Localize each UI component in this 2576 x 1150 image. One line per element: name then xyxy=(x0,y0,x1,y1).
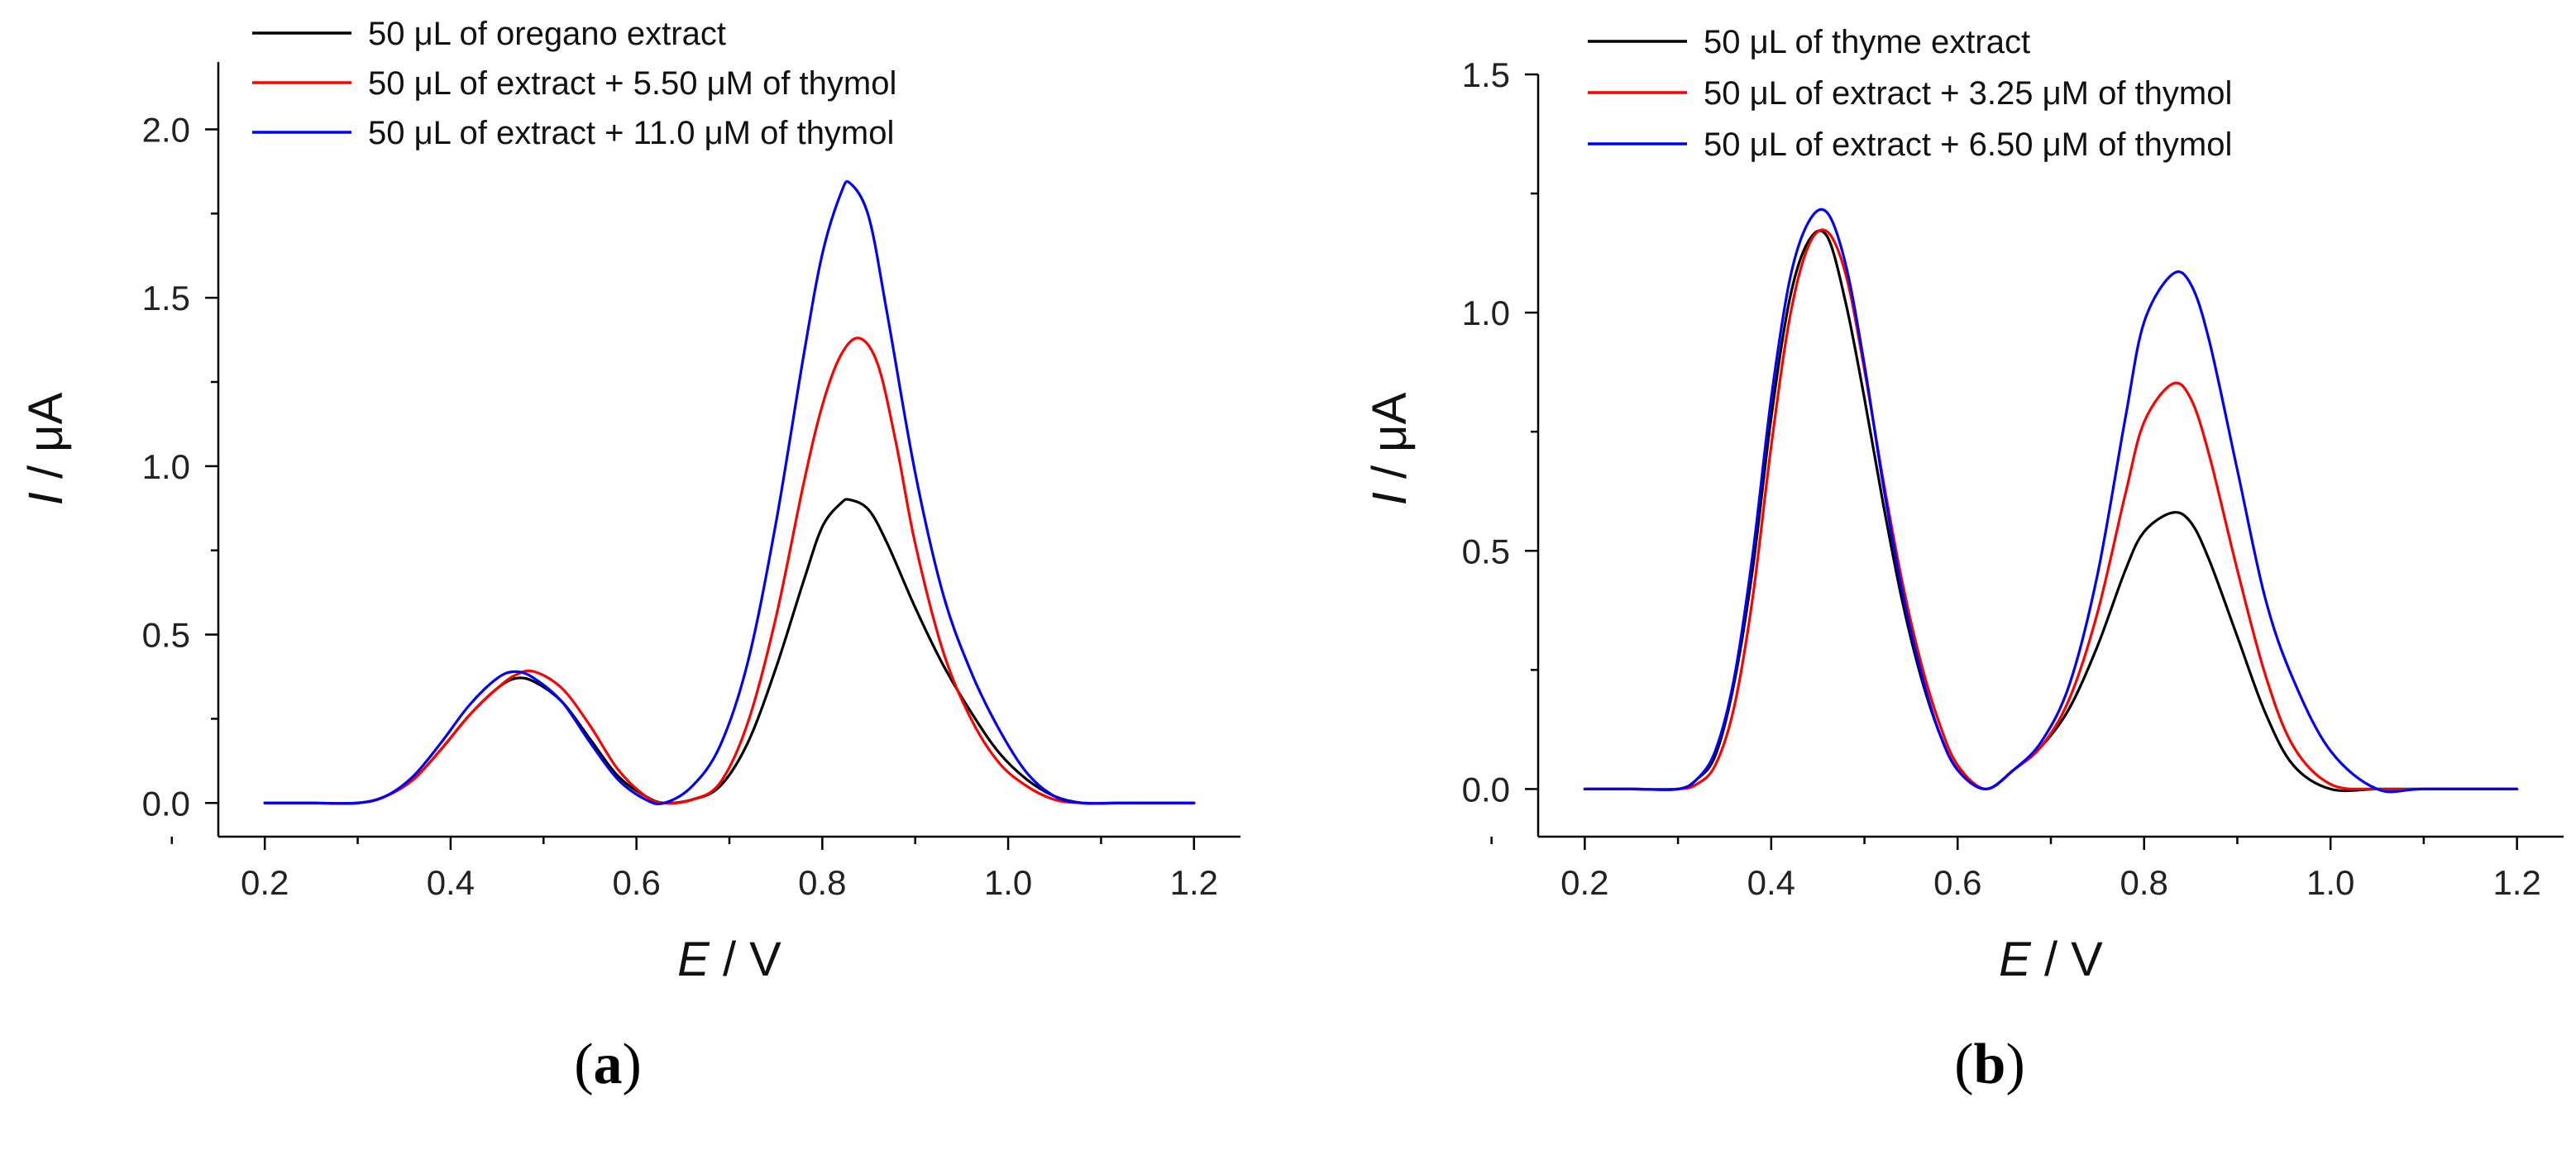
x-tick-label: 1.2 xyxy=(2492,863,2540,902)
series-line-a-2 xyxy=(263,336,1196,805)
y-axis-label-variable: I xyxy=(19,492,73,505)
x-axis-label-unit: / V xyxy=(710,933,781,986)
x-axis-label-variable: E xyxy=(1999,933,2032,986)
panel-label-letter: a xyxy=(594,1033,623,1096)
x-axis-label: E / V xyxy=(1999,933,2103,986)
legend-label-a-3: 50 μL of extract + 11.0 μM of thymol xyxy=(368,115,894,151)
series-line-a-1 xyxy=(263,498,1196,805)
series-line-a-3 xyxy=(263,179,1196,806)
chart-panel-a: 0.2 0.4 0.6 0.8 1.0 1.2 0.0 0.5 1.0 1.5 2.0 E / V I … xyxy=(19,16,1240,1096)
panel-label-a: (a) xyxy=(574,1033,642,1096)
panel-label-close-paren: ) xyxy=(623,1033,642,1096)
x-axis-label: E / V xyxy=(677,933,781,986)
x-tick-label: 1.2 xyxy=(1170,863,1218,902)
y-tick-label: 0.0 xyxy=(1462,770,1510,809)
x-tick-label: 0.6 xyxy=(1933,863,1981,902)
y-tick-label: 1.0 xyxy=(142,447,190,486)
y-axis-label-variable: I xyxy=(1363,492,1417,505)
y-axis-label: I / μA xyxy=(1363,392,1417,505)
panel-label-close-paren: ) xyxy=(2005,1033,2024,1096)
panel-label-open-paren: ( xyxy=(1954,1033,1973,1096)
x-tick-label: 0.6 xyxy=(612,863,660,902)
legend-label-b-3: 50 μL of extract + 6.50 μM of thymol xyxy=(1704,126,2232,163)
x-axis-label-variable: E xyxy=(677,933,710,986)
panel-label-b: (b) xyxy=(1954,1033,2025,1096)
x-tick-label: 0.4 xyxy=(427,863,475,902)
series-line-b-3 xyxy=(1583,208,2519,794)
x-tick-label: 0.4 xyxy=(1747,863,1795,902)
x-tick-label: 1.0 xyxy=(2306,863,2354,902)
x-tick-label: 0.8 xyxy=(2120,863,2168,902)
y-tick-label: 2.0 xyxy=(142,110,190,149)
y-axis-label-unit: / μA xyxy=(1363,392,1417,492)
y-tick-label: 1.5 xyxy=(1462,55,1510,94)
legend-label-b-1: 50 μL of thyme extract xyxy=(1704,24,2030,60)
y-tick-label: 1.5 xyxy=(142,279,190,317)
y-tick-label: 0.5 xyxy=(1462,532,1510,570)
y-tick-label: 1.0 xyxy=(1462,293,1510,332)
legend-label-b-2: 50 μL of extract + 3.25 μM of thymol xyxy=(1704,75,2232,112)
x-tick-label: 0.2 xyxy=(241,863,289,902)
panel-label-letter: b xyxy=(1974,1033,2006,1096)
x-tick-label: 0.2 xyxy=(1560,863,1608,902)
y-axis-label-unit: / μA xyxy=(19,392,73,492)
y-axis-label: I / μA xyxy=(19,392,73,505)
x-axis-label-unit: / V xyxy=(2031,933,2103,986)
series-line-b-1 xyxy=(1583,229,2519,793)
y-tick-label: 0.5 xyxy=(142,616,190,655)
x-tick-label: 1.0 xyxy=(984,863,1032,902)
series-line-b-2 xyxy=(1583,228,2519,791)
chart-panel-b: 0.2 0.4 0.6 0.8 1.0 1.2 0.0 0.5 1.0 1.5 E / V I / μ… xyxy=(1363,24,2564,1096)
x-tick-label: 0.8 xyxy=(798,863,846,902)
panel-label-open-paren: ( xyxy=(574,1033,593,1096)
legend-label-a-2: 50 μL of extract + 5.50 μM of thymol xyxy=(368,65,896,102)
y-tick-label: 0.0 xyxy=(142,784,190,823)
legend-label-a-1: 50 μL of oregano extract xyxy=(368,16,726,52)
